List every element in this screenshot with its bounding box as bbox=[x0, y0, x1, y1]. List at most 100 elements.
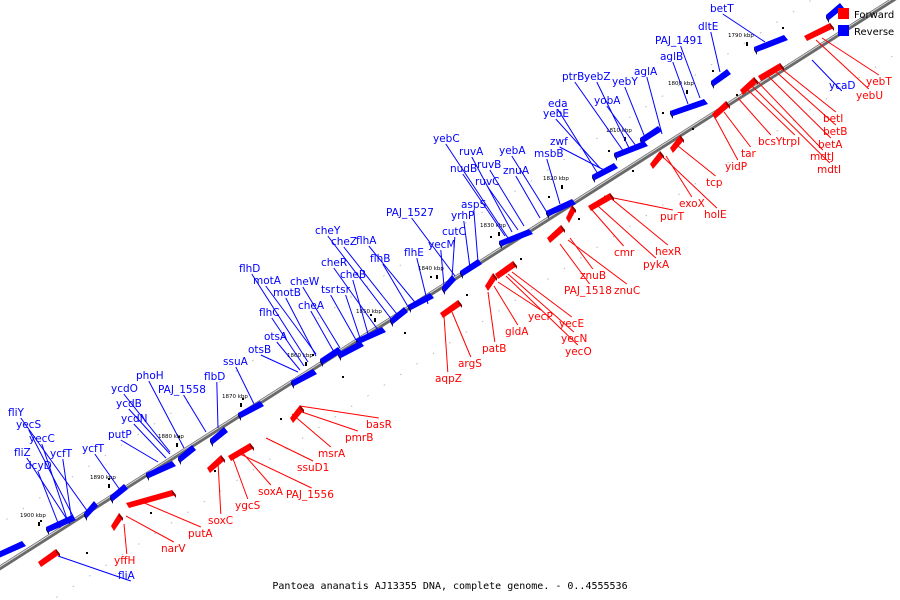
gene-label[interactable]: cutC bbox=[442, 226, 466, 238]
gene-label[interactable]: ycfT bbox=[82, 443, 105, 455]
gene-label[interactable]: flhE bbox=[404, 247, 424, 259]
gene-label[interactable]: otsA bbox=[264, 331, 288, 343]
gene-label[interactable]: betB bbox=[823, 126, 847, 138]
gene-label[interactable]: narV bbox=[161, 543, 186, 555]
gene-label[interactable]: PAJ_1558 bbox=[158, 384, 206, 396]
gene-label[interactable]: yidP bbox=[725, 161, 747, 173]
gene-label[interactable]: yecS bbox=[16, 419, 41, 431]
gene-label[interactable]: argS bbox=[458, 358, 482, 370]
gene-label[interactable]: holE bbox=[704, 209, 727, 221]
gene-label[interactable]: yecN bbox=[561, 333, 587, 345]
gene-label[interactable]: bcsY bbox=[758, 136, 783, 148]
gene-label[interactable]: yffH bbox=[114, 555, 135, 567]
gene-label[interactable]: cheA bbox=[298, 300, 325, 312]
gene-label[interactable]: aglA bbox=[634, 66, 658, 78]
gene-label[interactable]: trpI bbox=[782, 136, 800, 148]
gene-label[interactable]: aglB bbox=[660, 51, 683, 63]
gene-label[interactable]: tar bbox=[741, 148, 757, 160]
gene-label[interactable]: msrA bbox=[318, 448, 346, 460]
gene-label[interactable]: cheW bbox=[290, 276, 320, 288]
gene-label[interactable]: yrhP bbox=[451, 210, 474, 222]
gene-label[interactable]: putP bbox=[108, 429, 132, 441]
gene-label[interactable]: yecP bbox=[528, 311, 553, 323]
gene-label[interactable]: motA bbox=[253, 275, 282, 287]
gene-label[interactable]: PAJ_1491 bbox=[655, 35, 703, 47]
gene-label[interactable]: soxA bbox=[258, 486, 284, 498]
gene-label[interactable]: purT bbox=[660, 211, 685, 223]
gene-label[interactable]: yecO bbox=[565, 346, 592, 358]
gene-label[interactable]: yebU bbox=[856, 90, 883, 102]
gene-label[interactable]: PAJ_1527 bbox=[386, 207, 434, 219]
gene-label[interactable]: eda bbox=[548, 98, 568, 110]
gene-label[interactable]: pmrB bbox=[345, 432, 373, 444]
gene-label[interactable]: otsB bbox=[248, 344, 271, 356]
gene-label[interactable]: ygcS bbox=[235, 500, 261, 512]
gene-label[interactable]: znuA bbox=[503, 165, 530, 177]
gene-label[interactable]: ruvC bbox=[475, 176, 500, 188]
gene-label[interactable]: flhB bbox=[370, 253, 390, 265]
gene-label[interactable]: mdtJ bbox=[810, 151, 834, 163]
gene-label[interactable]: flhD bbox=[239, 263, 260, 275]
gene-label[interactable]: fliA bbox=[118, 570, 136, 582]
gene-label[interactable]: znuC bbox=[614, 285, 640, 297]
gene-label[interactable]: ycaD bbox=[829, 80, 856, 92]
gene-label[interactable]: ruvA bbox=[459, 146, 484, 158]
gene-label[interactable]: dltE bbox=[698, 21, 718, 33]
gene-label[interactable]: motB bbox=[273, 287, 301, 299]
connector-line bbox=[677, 145, 716, 177]
gene-label[interactable]: msbB bbox=[534, 148, 564, 160]
gene-label[interactable]: pykA bbox=[643, 259, 670, 271]
gene-label[interactable]: phoH bbox=[136, 370, 164, 382]
gene-label[interactable]: putA bbox=[188, 528, 213, 540]
gene-label[interactable]: ptrB bbox=[562, 71, 584, 83]
gene-label[interactable]: flbD bbox=[204, 371, 225, 383]
gene-label[interactable]: flhA bbox=[356, 235, 377, 247]
gene-label[interactable]: yebE bbox=[543, 108, 569, 120]
gene-label[interactable]: fliZ bbox=[14, 447, 31, 459]
gene-label[interactable]: yebA bbox=[499, 145, 526, 157]
gene-label[interactable]: zwf bbox=[550, 136, 568, 148]
gene-label[interactable]: yobA bbox=[594, 95, 621, 107]
gene-label[interactable]: ycdB bbox=[116, 398, 142, 410]
gene-label[interactable]: tsr bbox=[321, 284, 336, 296]
gene-label[interactable]: basR bbox=[366, 419, 392, 431]
gene-label[interactable]: tcp bbox=[706, 177, 723, 189]
gene-label[interactable]: yebT bbox=[866, 76, 892, 88]
gene-label[interactable]: yecE bbox=[559, 318, 584, 330]
gene-label[interactable]: soxC bbox=[208, 515, 233, 527]
gene-label[interactable]: betI bbox=[823, 113, 843, 125]
gene-label[interactable]: PAJ_1518 bbox=[564, 285, 612, 297]
gene-label[interactable]: ssuD1 bbox=[297, 462, 329, 474]
gene-label[interactable]: znuB bbox=[580, 270, 606, 282]
gene-label[interactable]: nudB bbox=[450, 163, 477, 175]
gene-label[interactable]: flhC bbox=[259, 307, 280, 319]
gene-label[interactable]: yecC bbox=[29, 433, 55, 445]
gene-label[interactable]: cheY bbox=[315, 225, 341, 237]
gene-label[interactable]: ycdN bbox=[121, 413, 148, 425]
gene-label[interactable]: dcyD bbox=[25, 460, 52, 472]
gene-label[interactable]: cmr bbox=[614, 247, 635, 259]
gene-label[interactable]: betA bbox=[818, 139, 843, 151]
gene-label[interactable]: tsr bbox=[336, 284, 351, 296]
gene-label[interactable]: aspS bbox=[461, 199, 487, 211]
gene-label[interactable]: aqpZ bbox=[435, 373, 462, 385]
gene-label[interactable]: yecM bbox=[428, 239, 456, 251]
gene-label[interactable]: gldA bbox=[505, 326, 529, 338]
gene-label[interactable]: exoX bbox=[679, 198, 705, 210]
gene-label[interactable]: betT bbox=[710, 3, 734, 15]
gene-label[interactable]: patB bbox=[482, 343, 506, 355]
gene-label[interactable]: yebC bbox=[433, 133, 460, 145]
gene-label[interactable]: yebZ bbox=[584, 71, 611, 83]
gene-label[interactable]: ssuA bbox=[223, 356, 249, 368]
gene-label[interactable]: ycdO bbox=[111, 383, 138, 395]
gene-label[interactable]: hexR bbox=[655, 246, 681, 258]
gene-label[interactable]: ruvB bbox=[477, 159, 501, 171]
gene-label[interactable]: fliY bbox=[8, 407, 25, 419]
gene-label[interactable]: ycfT bbox=[50, 448, 73, 460]
gene-label[interactable]: cheB bbox=[340, 269, 366, 281]
gene-label[interactable]: cheR bbox=[321, 257, 347, 269]
gene-label[interactable]: yebY bbox=[612, 76, 638, 88]
gene-label[interactable]: cheZ bbox=[331, 236, 357, 248]
gene-label[interactable]: PAJ_1556 bbox=[286, 489, 334, 501]
gene-label[interactable]: mdtI bbox=[817, 164, 841, 176]
